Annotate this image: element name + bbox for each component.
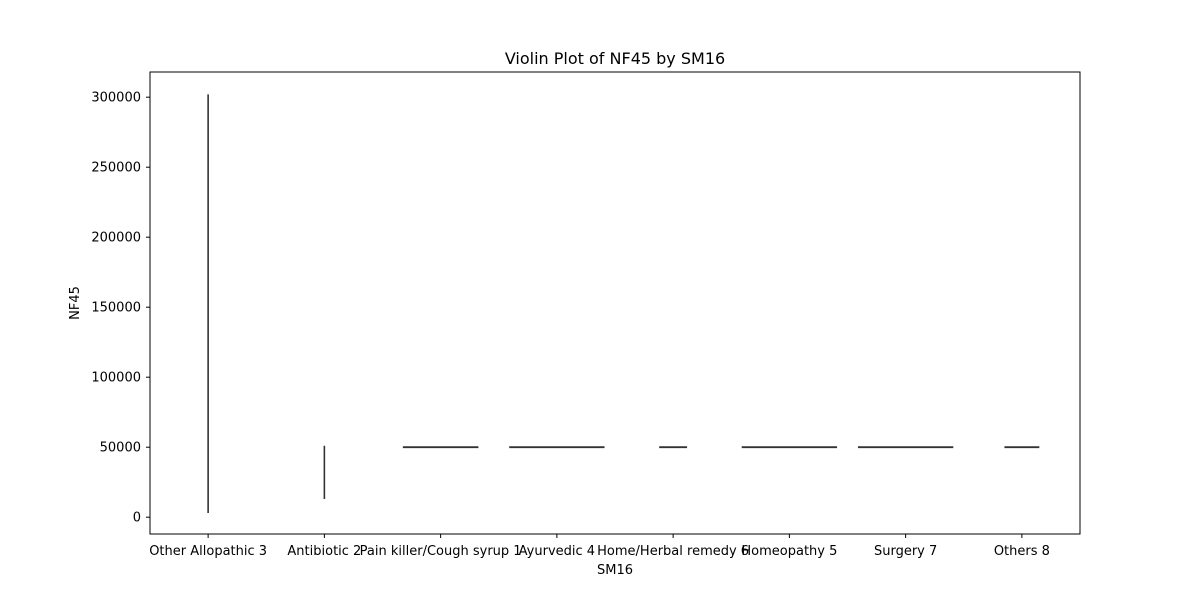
x-axis-label: SM16 bbox=[597, 563, 633, 578]
chart-title: Violin Plot of NF45 by SM16 bbox=[505, 49, 725, 68]
x-tick-label: Ayurvedic 4 bbox=[519, 544, 595, 559]
x-tick-label: Homeopathy 5 bbox=[741, 544, 837, 559]
y-tick-label: 0 bbox=[133, 511, 141, 526]
y-tick-label: 200000 bbox=[91, 231, 141, 246]
y-tick-label: 50000 bbox=[100, 441, 141, 456]
y-axis-label: NF45 bbox=[68, 286, 83, 320]
y-tick-label: 250000 bbox=[91, 161, 141, 176]
x-tick-label: Surgery 7 bbox=[874, 544, 937, 559]
x-tick-label: Home/Herbal remedy 6 bbox=[597, 544, 749, 559]
y-tick-label: 100000 bbox=[91, 371, 141, 386]
x-tick-label: Others 8 bbox=[994, 544, 1050, 559]
y-tick-label: 150000 bbox=[91, 301, 141, 316]
y-tick-label: 300000 bbox=[91, 91, 141, 106]
x-tick-label: Other Allopathic 3 bbox=[149, 544, 267, 559]
y-axis: 0 50000 100000 150000 200000 250000 300000 bbox=[91, 91, 150, 526]
violin-series bbox=[207, 94, 1040, 513]
x-tick-label: Antibiotic 2 bbox=[287, 544, 361, 559]
plot-area bbox=[149, 71, 1081, 535]
x-tick-label: Pain killer/Cough syrup 1 bbox=[360, 544, 522, 559]
